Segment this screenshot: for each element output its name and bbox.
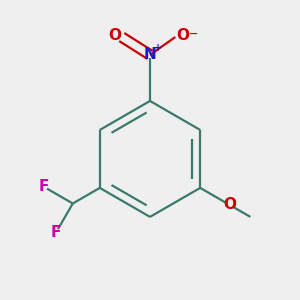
Text: N: N bbox=[144, 47, 156, 62]
Text: +: + bbox=[154, 44, 162, 53]
Text: −: − bbox=[189, 28, 198, 38]
Text: F: F bbox=[51, 225, 61, 240]
Text: F: F bbox=[39, 179, 49, 194]
Text: O: O bbox=[108, 28, 121, 43]
Text: O: O bbox=[223, 197, 236, 212]
Text: O: O bbox=[176, 28, 189, 43]
